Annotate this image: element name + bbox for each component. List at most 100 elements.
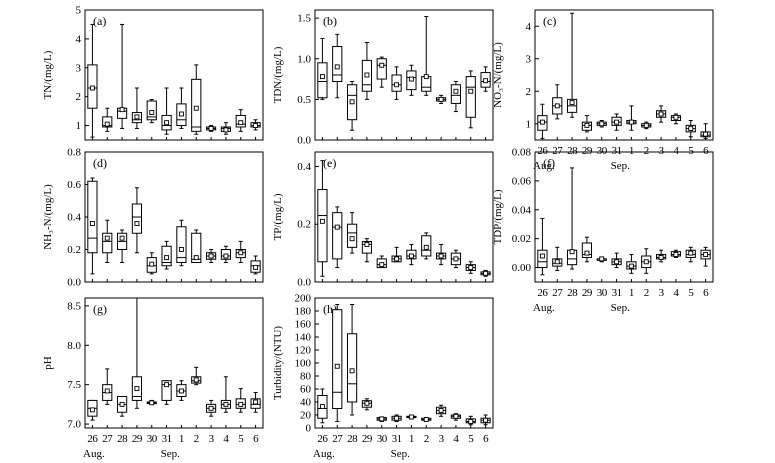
mean-marker [178, 247, 184, 252]
y-axis-label: NO₃-N/(mg/L) [492, 42, 504, 108]
y-tick-label: 8.0 [67, 340, 81, 352]
y-tick-label: 4 [76, 33, 82, 45]
mean-marker [614, 119, 620, 125]
y-tick-label: 2 [526, 86, 532, 98]
box-31 [611, 252, 622, 269]
mean-marker [554, 259, 560, 265]
box-29 [131, 187, 143, 254]
x-tick-label: 5 [238, 433, 244, 445]
mean-marker [238, 120, 244, 126]
box-30 [596, 120, 607, 128]
x-tick-label: 26 [537, 287, 548, 299]
mean-marker [438, 253, 444, 259]
box-29 [581, 115, 593, 133]
month-label: Sep. [161, 448, 181, 460]
x-tick-label: 1 [179, 433, 184, 445]
mean-marker [628, 119, 634, 125]
box-27 [332, 33, 343, 99]
mean-marker [208, 125, 214, 131]
panel-label: (b) [323, 14, 337, 28]
box-29 [131, 87, 143, 129]
box-28 [346, 212, 358, 254]
box-2 [421, 16, 432, 96]
x-tick-label: 3 [209, 433, 215, 445]
box-29 [361, 238, 373, 263]
box-2 [191, 229, 202, 263]
x-tick-label: 31 [612, 145, 622, 157]
mean-marker [164, 255, 170, 261]
mean-marker [89, 407, 95, 413]
panel-label: (c) [543, 14, 556, 28]
y-axis-label: pH [42, 356, 54, 370]
mean-marker [408, 76, 414, 82]
mean-marker [584, 122, 590, 128]
panel-label: (f) [543, 156, 555, 170]
mean-marker [658, 254, 664, 260]
mean-marker [453, 88, 459, 94]
x-tick-label: 29 [582, 287, 593, 299]
y-axis-label: Turbidity/(NTU) [272, 326, 284, 400]
box-31 [161, 380, 172, 405]
box-30 [376, 255, 387, 269]
box-4 [670, 113, 682, 125]
x-tick-label: 2 [644, 145, 649, 157]
y-tick-label: 0 [306, 423, 312, 435]
box-5 [465, 415, 476, 426]
x-tick-label: 5 [468, 433, 474, 445]
month-label: Aug. [83, 448, 105, 460]
box-4 [450, 249, 462, 269]
box-5 [685, 246, 696, 263]
box-3 [655, 249, 667, 263]
panel-e: 0.0 0.2 0.4 TP/(mg/L) (e) [272, 151, 494, 289]
mean-marker [584, 250, 590, 256]
box-5 [465, 261, 476, 274]
box-iqr [346, 333, 358, 403]
y-tick-label: 160 [295, 319, 312, 331]
mean-marker [193, 105, 199, 111]
box-28 [566, 167, 578, 270]
y-tick-label: 0.2 [67, 244, 81, 256]
y-tick-label: 1 [526, 118, 532, 130]
x-tick-label: 30 [597, 145, 608, 157]
x-tick-label: 28 [567, 287, 578, 299]
mean-marker [208, 405, 214, 411]
box-iqr [332, 309, 343, 410]
x-tick-label: 1 [629, 287, 634, 299]
box-1 [626, 254, 637, 274]
x-tick-label: 31 [162, 433, 172, 445]
box-31 [161, 87, 172, 135]
box-3 [205, 399, 217, 417]
plot-frame [314, 9, 494, 141]
box-27 [552, 246, 563, 271]
mean-marker [394, 415, 400, 421]
box-2 [421, 417, 432, 422]
x-tick-label: 29 [362, 433, 373, 445]
mean-marker [149, 400, 155, 406]
box-3 [205, 249, 217, 263]
y-tick-label: 180 [295, 306, 312, 318]
box-4 [220, 122, 232, 135]
y-tick-label: 1 [76, 120, 82, 132]
box-27 [552, 84, 563, 120]
mean-marker [223, 127, 229, 133]
box-2 [191, 366, 202, 386]
mean-marker [539, 253, 545, 259]
mean-marker [688, 250, 694, 256]
month-label: Aug. [313, 448, 335, 460]
box-iqr [102, 232, 113, 254]
box-4 [220, 376, 232, 413]
plot-frame [84, 151, 264, 283]
x-tick-label: 3 [659, 145, 665, 157]
mean-marker [453, 413, 459, 419]
x-tick-label: 28 [567, 145, 578, 157]
y-tick-label: 0.0 [297, 135, 311, 147]
mean-marker [703, 131, 709, 137]
x-tick-label: 28 [117, 433, 128, 445]
mean-marker [628, 263, 634, 269]
box-28 [116, 23, 128, 129]
x-tick-label: 2 [194, 433, 199, 445]
mean-marker [483, 270, 489, 276]
x-tick-label: 30 [147, 433, 158, 445]
mean-marker [208, 253, 214, 259]
